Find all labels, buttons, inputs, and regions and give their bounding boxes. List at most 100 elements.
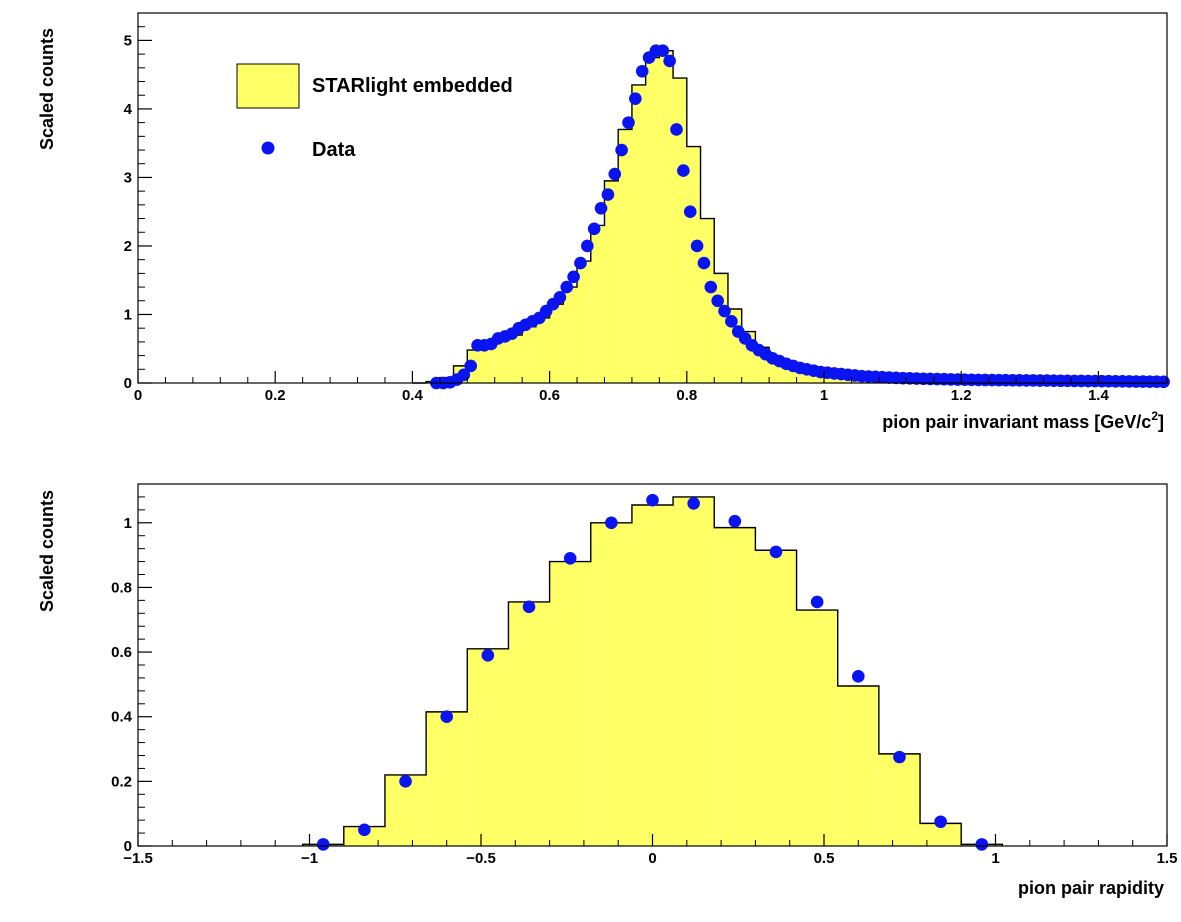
mass-data-point <box>725 315 738 328</box>
rapidity-data-point <box>975 838 989 851</box>
mass-histogram-bar <box>604 180 619 383</box>
rapidity-data-point <box>934 815 947 829</box>
mass-data-point <box>567 270 580 284</box>
rapidity-histogram-series <box>301 496 1004 846</box>
rapidity-y-tick-label: 0 <box>124 838 132 855</box>
mass-y-tick-label: 0 <box>124 375 132 392</box>
mass-histogram-bar <box>535 317 550 383</box>
mass-data-point <box>1157 375 1170 389</box>
rapidity-y-axis-title: Scaled counts <box>37 490 57 612</box>
rapidity-histogram-bar <box>343 826 385 846</box>
rapidity-x-tick-label: −0.5 <box>466 850 496 867</box>
mass-x-tick-label: 1.2 <box>951 387 972 404</box>
mass-x-tick-label: 0.2 <box>265 387 286 404</box>
rapidity-histogram-bar <box>467 648 509 846</box>
mass-x-tick-label: 0.4 <box>402 387 424 404</box>
mass-y-tick-label: 1 <box>124 306 132 323</box>
legend-marker-data <box>261 141 275 155</box>
rapidity-data-point <box>563 552 577 565</box>
mass-y-tick-label: 3 <box>124 169 132 186</box>
rapidity-x-axis-title: pion pair rapidity <box>1018 878 1164 898</box>
rapidity-y-tick-label: 1 <box>124 515 132 532</box>
mass-data-point <box>690 239 704 253</box>
mass-histogram-bar <box>549 304 564 383</box>
mass-plot-frame <box>137 12 1168 384</box>
rapidity-histogram-bar <box>878 753 921 846</box>
rapidity-data-point <box>440 710 454 724</box>
rapidity-x-tick-label: −1 <box>301 850 318 867</box>
rapidity-x-tick-label: 1 <box>991 850 999 867</box>
mass-data-point <box>635 64 649 78</box>
mass-x-tick-label: 1.4 <box>1088 387 1110 404</box>
rapidity-histogram-bar <box>590 522 632 846</box>
rapidity-x-tick-label: 0 <box>648 850 656 867</box>
mass-data-point <box>718 304 731 318</box>
mass-histogram-bar <box>563 287 578 383</box>
rapidity-data-point <box>728 514 742 528</box>
mass-histogram-bar <box>577 261 591 383</box>
rapidity-x-tick-label: 0.5 <box>814 850 835 867</box>
rapidity-data-point <box>399 775 412 788</box>
mass-data-point <box>697 256 711 270</box>
rapidity-data-point <box>522 600 536 614</box>
rapidity-data-point <box>481 649 495 662</box>
mass-data-point <box>629 92 642 105</box>
mass-data-point <box>663 54 676 68</box>
rapidity-histogram-bar <box>796 610 838 846</box>
mass-data-point <box>622 116 635 129</box>
rapidity-data-point <box>605 516 618 530</box>
mass-histogram-bar <box>631 84 646 383</box>
rapidity-histogram-bar <box>755 550 797 846</box>
legend-label-data: Data <box>312 139 356 161</box>
rapidity-histogram-bar <box>714 527 756 846</box>
rapidity-data-point <box>810 595 824 609</box>
mass-data-point <box>677 164 690 177</box>
rapidity-data-point <box>358 823 371 837</box>
mass-histogram-bar <box>673 78 687 383</box>
mass-histogram-series <box>412 49 1168 384</box>
legend-label-starlight: STARlight embedded <box>312 75 513 97</box>
mass-data-point <box>711 294 724 308</box>
mass-data-point <box>608 167 622 181</box>
mass-y-axis-title: Scaled counts <box>37 28 57 150</box>
rapidity-x-tick-label: 1.5 <box>1157 850 1178 867</box>
mass-y-tick-label: 5 <box>124 32 132 49</box>
mass-y-tick-label: 2 <box>124 238 132 255</box>
mass-data-point <box>560 280 574 294</box>
mass-histogram-bar <box>508 335 523 383</box>
rapidity-data-point <box>852 670 865 683</box>
rapidity-x-tick-label: −1.5 <box>123 850 153 867</box>
mass-y-axis: 0 1 2 3 4 5 <box>124 12 152 392</box>
rapidity-data-point <box>893 750 906 764</box>
rapidity-histogram-bar <box>673 496 715 846</box>
mass-data-point <box>670 123 683 136</box>
rapidity-histogram-bar <box>549 561 591 846</box>
mass-histogram-bar <box>645 57 660 383</box>
mass-data-point <box>683 205 697 219</box>
mass-data-point <box>574 256 587 270</box>
rapidity-y-tick-label: 0.8 <box>111 579 132 596</box>
rapidity-data-point <box>769 545 783 559</box>
rapidity-histogram-bar <box>426 711 468 846</box>
mass-histogram-bar <box>618 129 632 383</box>
rapidity-data-point <box>316 838 330 851</box>
mass-x-tick-label: 1 <box>820 387 828 404</box>
rapidity-x-axis: −1.5 −1 −0.5 0 0.5 1 1.5 <box>123 834 1177 867</box>
mass-x-axis: 0 0.2 0.4 0.6 0.8 1 1.2 1.4 <box>134 371 1110 404</box>
mass-data-point <box>587 222 601 236</box>
rapidity-y-tick-label: 0.2 <box>111 773 132 790</box>
rapidity-histogram-bar <box>631 505 674 846</box>
mass-x-tick-label: 0.8 <box>676 387 697 404</box>
mass-histogram-bar <box>481 345 495 383</box>
mass-x-tick-label: 0.6 <box>539 387 560 404</box>
rapidity-data-point <box>687 497 700 510</box>
mass-data-point <box>656 44 670 57</box>
legend-swatch-starlight <box>236 63 300 109</box>
mass-data-point <box>581 239 594 253</box>
mass-histogram-bar <box>810 372 824 383</box>
mass-data-point <box>553 291 567 304</box>
mass-data-point <box>464 359 478 373</box>
rapidity-data-series <box>316 493 989 851</box>
mass-data-point <box>704 280 718 294</box>
